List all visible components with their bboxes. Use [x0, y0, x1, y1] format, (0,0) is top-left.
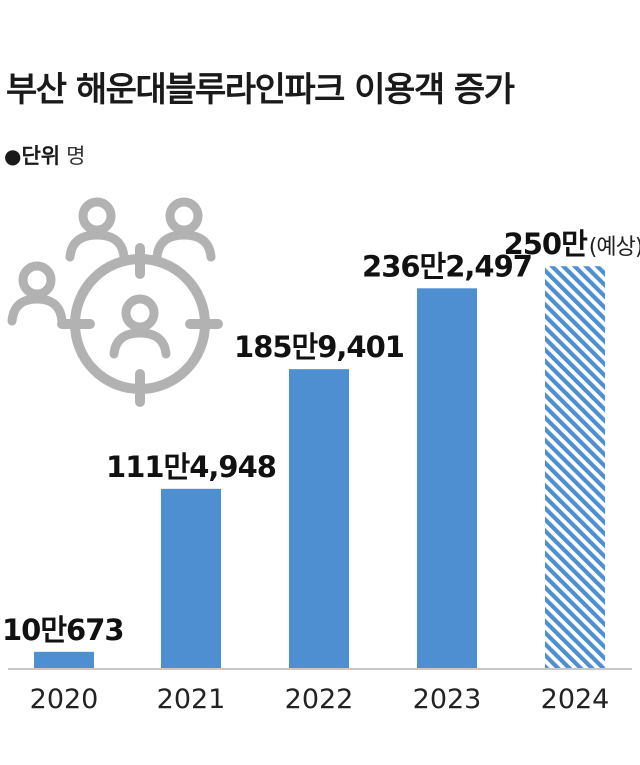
value-label-2020: 10만673: [2, 613, 124, 647]
value-label-2024: 250만(예상): [504, 227, 640, 261]
unit-value: 명: [66, 144, 86, 168]
value-label-text: 185만9,401: [234, 330, 404, 364]
x-tick-2020: 2020: [30, 684, 99, 715]
bar-2023: [417, 288, 477, 668]
unit-note: ●단위 명: [4, 140, 85, 170]
value-label-2022: 185만9,401: [234, 330, 404, 364]
value-label-text: 10만673: [2, 613, 124, 647]
value-label-2023: 236만2,497: [362, 249, 532, 283]
x-tick-2021: 2021: [157, 684, 226, 715]
unit-bullet: ●: [4, 144, 22, 168]
unit-label: 단위: [21, 144, 61, 168]
x-tick-2022: 2022: [285, 684, 354, 715]
bar-2022: [289, 369, 349, 668]
bar-2021: [161, 488, 221, 668]
projection-note: (예상): [589, 235, 640, 260]
chart-title: 부산 해운대블루라인파크 이용객 증가: [6, 70, 515, 110]
value-label-text: 111만4,948: [106, 450, 276, 484]
x-tick-2023: 2023: [413, 684, 482, 715]
value-label-2021: 111만4,948: [106, 450, 276, 484]
value-label-text: 250만: [504, 227, 589, 261]
value-label-text: 236만2,497: [362, 249, 532, 283]
people-target-icon: [7, 197, 223, 407]
x-tick-2024: 2024: [541, 684, 610, 715]
bar-2024: [545, 266, 605, 668]
bar-2020: [34, 651, 94, 668]
